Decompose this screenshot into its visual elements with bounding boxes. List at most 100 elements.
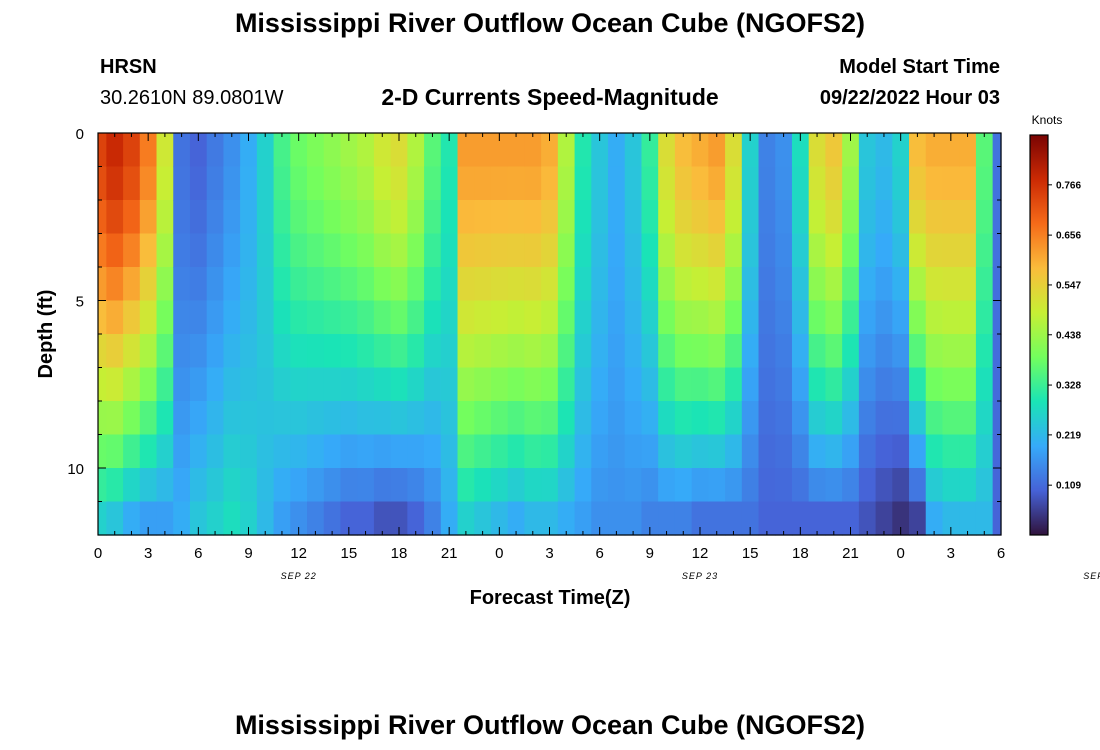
heatmap-cell [507,468,526,503]
heatmap-cell [524,401,542,436]
heatmap-cell [357,334,375,369]
heatmap-cell [875,367,893,402]
heatmap-cell [407,468,425,503]
heatmap-cell [106,367,124,402]
heatmap-cell [323,501,342,536]
heatmap-cell [691,300,709,335]
colorbar-tick-label: 0.438 [1056,330,1081,341]
heatmap-cell [674,300,693,335]
heatmap-cell [373,133,392,168]
heatmap-cell [139,133,158,168]
heatmap-cell [909,200,927,235]
heatmap-cell [474,267,492,302]
heatmap-cell [758,468,776,503]
heatmap-cell [106,267,124,302]
heatmap-cell [574,468,592,503]
heatmap-cell [992,334,1002,369]
heatmap-cell [624,200,643,235]
heatmap-cell [775,367,793,402]
heatmap-cell [909,468,927,503]
heatmap-cell [340,166,358,201]
x-date-label: SEP 23 [682,571,718,581]
heatmap-cell [658,367,676,402]
heatmap-cell [357,267,375,302]
chart-title: Mississippi River Outflow Ocean Cube (NG… [234,8,866,38]
heatmap-cell [909,434,927,469]
heatmap-cell [674,468,693,503]
heatmap-cell [791,367,810,402]
heatmap-cell [440,300,459,335]
heatmap-cell [173,468,191,503]
heatmap-cell [273,334,291,369]
heatmap-cell [674,434,693,469]
heatmap-cell [290,166,308,201]
heatmap-cell [992,133,1002,168]
x-tick-label: 21 [441,545,458,562]
heatmap-cell [98,434,107,469]
heatmap-cell [725,233,743,268]
heatmap-cell [357,501,375,536]
heatmap-cell [424,501,442,536]
heatmap-cell [842,200,860,235]
heatmap-cell [942,133,960,168]
heatmap-cell [373,267,392,302]
heatmap-cell [373,200,392,235]
heatmap-cell [825,468,843,503]
heatmap-cell [123,267,141,302]
heatmap-cell [373,334,392,369]
heatmap-cell [307,300,325,335]
heatmap-cell [474,501,492,536]
heatmap-cell [691,267,709,302]
heatmap-cell [524,501,542,536]
heatmap-cell [390,501,408,536]
heatmap-cell [574,367,592,402]
heatmap-cell [457,434,475,469]
heatmap-cell [256,334,275,369]
heatmap-cell [173,434,191,469]
heatmap-cell [858,367,877,402]
heatmap-cell [240,468,258,503]
heatmap-cell [541,166,559,201]
heatmap-cell [357,133,375,168]
heatmap-cell [440,233,459,268]
heatmap-cell [691,334,709,369]
heatmap-cell [206,133,225,168]
heatmap-cell [139,267,158,302]
heatmap-cell [591,468,609,503]
heatmap-cell [490,233,509,268]
heatmap-cell [858,468,877,503]
heatmap-cell [775,166,793,201]
model-start-label: Model Start Time [839,56,1000,78]
heatmap-cell [106,166,124,201]
heatmap-cell [624,468,643,503]
heatmap-cell [591,434,609,469]
heatmap-cell [741,166,760,201]
heatmap-cell [98,334,107,369]
heatmap-cell [457,133,475,168]
heatmap-cell [189,434,208,469]
model-start-value: 09/22/2022 Hour 03 [819,87,1000,109]
heatmap-cell [825,334,843,369]
heatmap-cell [758,133,776,168]
heatmap-cell [541,133,559,168]
heatmap-cell [273,401,291,436]
heatmap-cell [490,200,509,235]
heatmap-cell [273,200,291,235]
heatmap-cell [139,334,158,369]
heatmap-cell [223,166,241,201]
heatmap-cell [390,267,408,302]
heatmap-cell [206,334,225,369]
x-tick-label: 12 [290,545,307,562]
heatmap-cell [758,334,776,369]
heatmap-cell [975,401,994,436]
x-tick-label: 21 [842,545,859,562]
heatmap-cell [775,133,793,168]
heatmap-cell [624,334,643,369]
heatmap-cell [942,200,960,235]
heatmap-cell [842,300,860,335]
heatmap-cell [775,434,793,469]
heatmap-cell [725,300,743,335]
heatmap-cell [608,367,626,402]
x-date-label: SEP 24 [1083,571,1100,581]
heatmap-cell [189,367,208,402]
